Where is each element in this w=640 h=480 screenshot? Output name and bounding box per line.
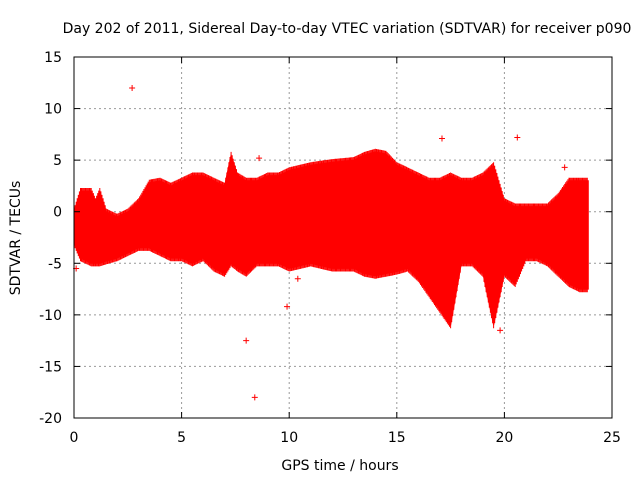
plot-frame (73, 56, 613, 419)
y-tick-label: 15 (44, 50, 62, 66)
x-tick-labels: 0 5 10 15 20 25 (70, 430, 621, 446)
y-tick-label: -10 (39, 308, 62, 324)
x-tick-label: 25 (603, 430, 621, 446)
y-axis-label: SDTVAR / TECUs (8, 181, 24, 296)
outlier-point (438, 135, 445, 142)
y-tick-label: -5 (48, 256, 62, 272)
outlier-point (243, 337, 250, 344)
outlier-point (284, 303, 291, 310)
axis-ticks (73, 56, 613, 419)
outlier-point (561, 164, 568, 171)
outlier-point (256, 155, 263, 162)
x-tick-label: 20 (495, 430, 513, 446)
x-tick-label: 10 (280, 430, 298, 446)
y-tick-label: 5 (53, 153, 62, 169)
outlier-point (251, 394, 258, 401)
x-tick-label: 0 (70, 430, 79, 446)
outlier-point (294, 275, 301, 282)
plot-data (73, 84, 589, 401)
y-tick-label: 0 (53, 205, 62, 221)
y-tick-label: -20 (39, 411, 62, 427)
y-tick-labels: -20 -15 -10 -5 0 5 10 15 (39, 50, 62, 427)
x-tick-label: 5 (177, 430, 186, 446)
y-tick-label: -15 (39, 359, 62, 375)
y-tick-label: 10 (44, 102, 62, 118)
chart-title: Day 202 of 2011, Sidereal Day-to-day VTE… (63, 21, 632, 37)
outlier-point (514, 134, 521, 141)
outlier-point (497, 327, 504, 334)
x-tick-label: 15 (388, 430, 406, 446)
x-axis-label: GPS time / hours (281, 458, 398, 474)
outlier-point (129, 84, 136, 91)
